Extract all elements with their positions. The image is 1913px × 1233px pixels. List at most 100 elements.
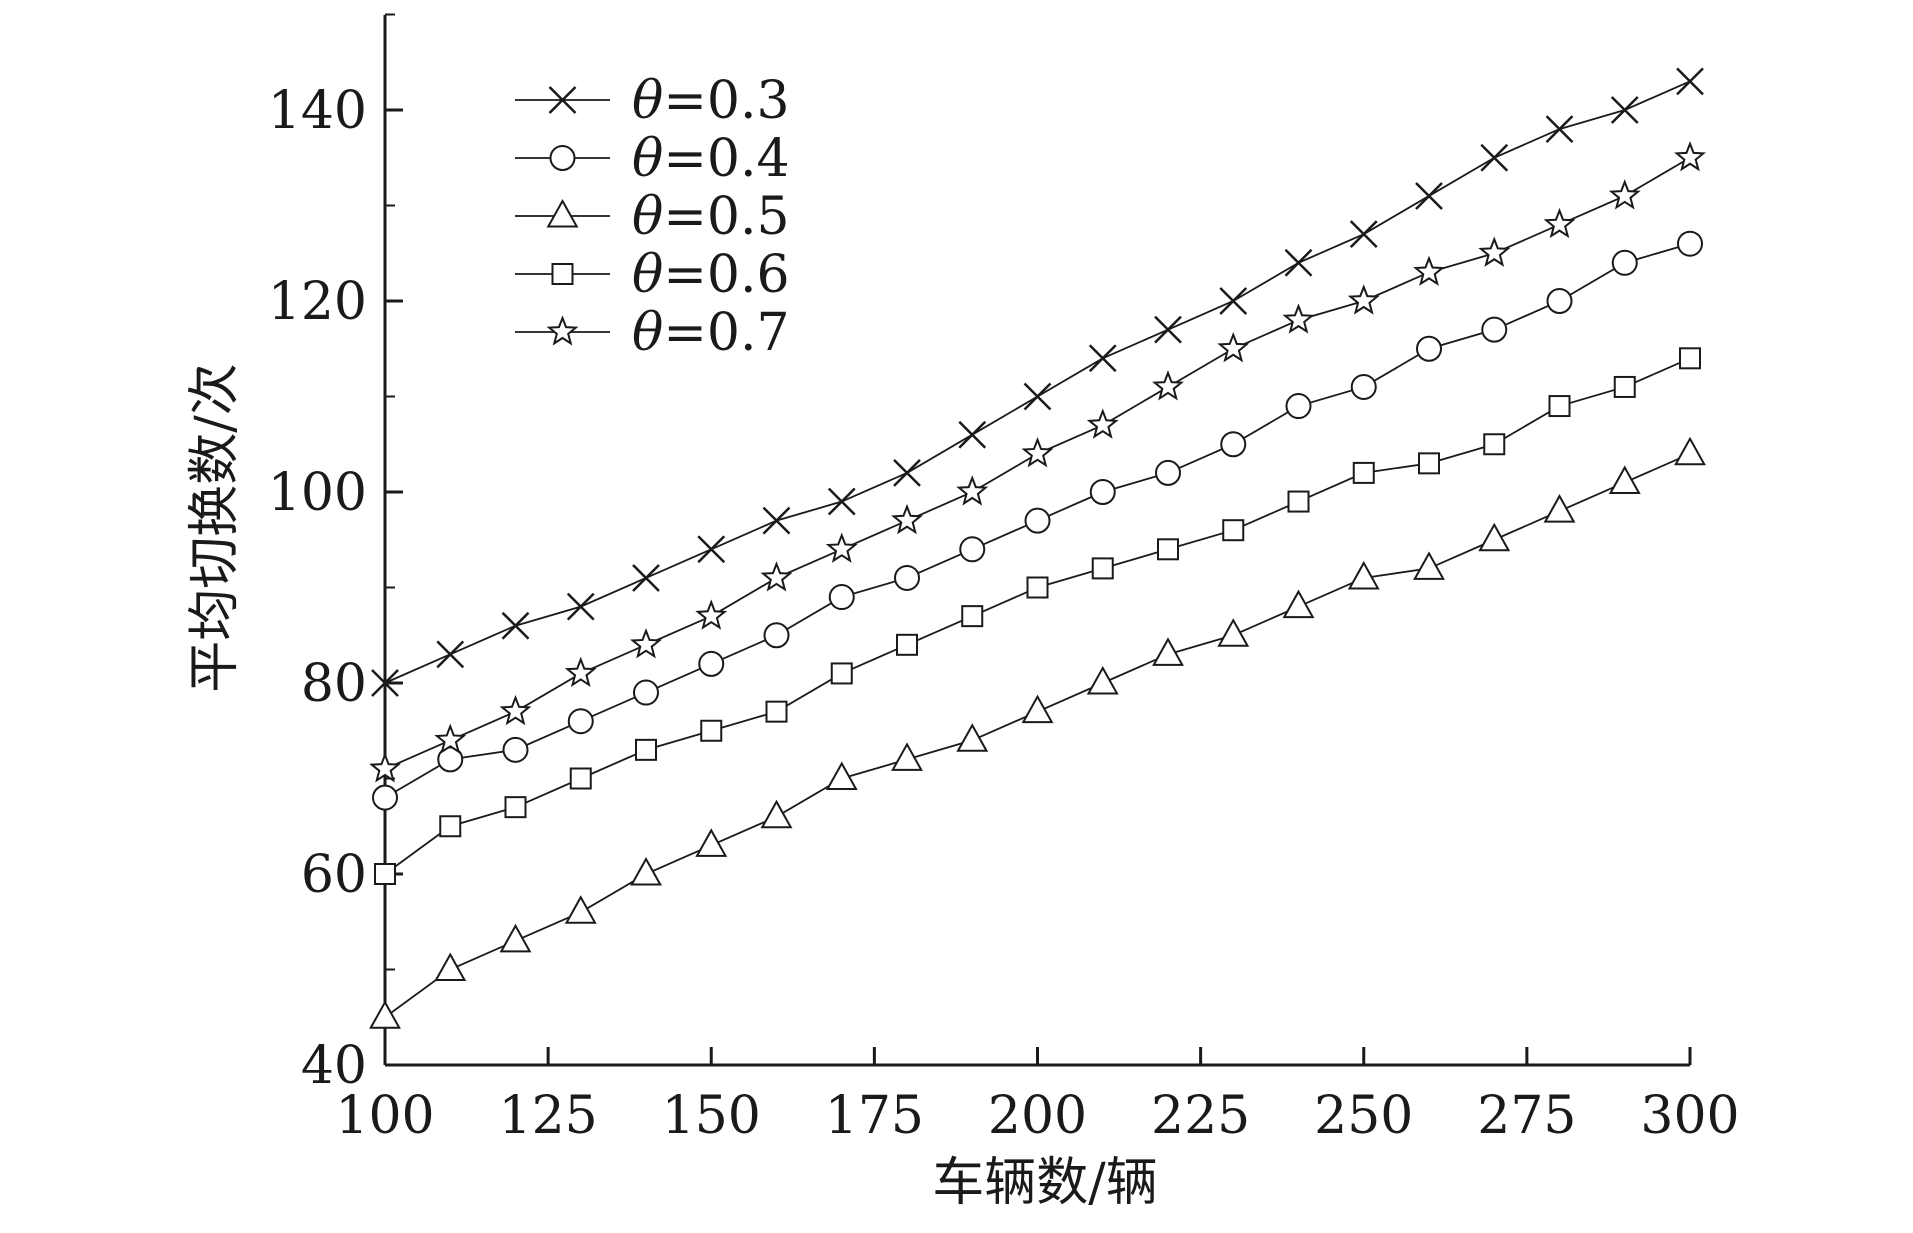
data-point [1086, 665, 1119, 695]
legend-label: θ=0.3 [632, 71, 790, 131]
data-point [830, 662, 853, 685]
legend-label-value: =0.4 [663, 129, 789, 189]
data-point [1416, 335, 1442, 362]
data-point [760, 561, 793, 592]
data-point [1220, 431, 1247, 458]
y-tick-label: 140 [268, 81, 367, 141]
data-point [695, 599, 728, 630]
data-point [891, 742, 923, 771]
data-point [567, 708, 594, 735]
data-point [1347, 560, 1380, 590]
legend-label-variable: θ [632, 187, 663, 247]
legend-label-value: =0.5 [663, 187, 789, 247]
data-point [1543, 207, 1576, 239]
data-point [369, 1000, 401, 1029]
legend-label-value: =0.3 [663, 71, 789, 131]
data-point [1026, 576, 1049, 599]
legend-label: θ=0.4 [632, 129, 790, 189]
data-point [1418, 452, 1440, 475]
data-point [1152, 370, 1184, 401]
data-point [891, 503, 923, 535]
x-tick-label: 125 [498, 1086, 597, 1146]
y-tick-label: 60 [301, 845, 367, 905]
x-tick-label: 200 [988, 1086, 1087, 1146]
data-point [632, 564, 660, 592]
data-point [1676, 67, 1704, 96]
data-point [1613, 375, 1636, 398]
data-point [1217, 331, 1250, 363]
data-point [1608, 179, 1641, 210]
data-point [1478, 236, 1511, 267]
data-point [1415, 182, 1443, 210]
data-point [1483, 433, 1506, 456]
data-point [439, 815, 462, 838]
data-point [765, 700, 788, 723]
legend-label-variable: θ [632, 303, 663, 363]
data-point [763, 622, 790, 649]
data-point [827, 487, 856, 516]
data-point [1413, 551, 1445, 580]
data-point [825, 532, 858, 563]
legend-label-value: =0.6 [663, 245, 789, 305]
y-tick-label: 120 [268, 272, 367, 332]
data-point [1608, 465, 1641, 494]
data-point [1610, 96, 1639, 124]
data-point [434, 952, 467, 981]
data-point [697, 535, 726, 564]
data-point [1282, 589, 1315, 619]
data-point [436, 640, 465, 669]
legend-label: θ=0.5 [632, 187, 790, 247]
data-point [1217, 618, 1250, 647]
legend-label-value: =0.7 [663, 303, 789, 363]
data-point [698, 650, 725, 677]
data-point [1284, 248, 1313, 277]
legend-item: θ=0.4 [515, 129, 790, 189]
data-point [1478, 522, 1511, 552]
data-point [502, 736, 529, 763]
data-point [825, 761, 858, 790]
legend-label-variable: θ [632, 245, 663, 305]
x-tick-label: 300 [1640, 1086, 1739, 1146]
data-point [956, 723, 989, 752]
data-point [1157, 538, 1179, 561]
data-point [635, 738, 657, 761]
data-point [762, 506, 791, 535]
data-point [1222, 519, 1245, 542]
data-point [760, 799, 793, 829]
data-point [1086, 408, 1119, 439]
data-point [1285, 393, 1312, 420]
data-point [1548, 395, 1571, 418]
data-point [371, 669, 399, 697]
data-point [1347, 284, 1380, 315]
y-tick-label: 40 [301, 1036, 367, 1096]
data-point [372, 784, 398, 811]
data-point [1674, 436, 1706, 466]
data-point [1679, 347, 1701, 370]
series-x [371, 67, 1704, 697]
series-layer [369, 67, 1706, 1029]
data-point [1545, 115, 1574, 143]
data-point [1219, 287, 1248, 315]
x-tick-label: 100 [335, 1086, 434, 1146]
legend-item: θ=0.6 [515, 245, 790, 305]
legend-marker [551, 263, 574, 285]
x-axis-title: 车辆数/辆 [932, 1153, 1158, 1213]
legend-marker [548, 86, 577, 114]
x-tick-label: 250 [1314, 1086, 1413, 1146]
data-point [695, 828, 728, 857]
data-point [1091, 557, 1114, 580]
data-point [1154, 315, 1182, 344]
data-point [564, 656, 597, 688]
legend-label-variable: θ [632, 129, 663, 189]
data-point [1480, 143, 1509, 172]
data-point [959, 536, 986, 563]
data-point [499, 923, 532, 953]
x-tick-label: 150 [662, 1086, 761, 1146]
data-point [700, 719, 723, 742]
legend-marker [549, 145, 576, 171]
data-point [1481, 316, 1508, 343]
data-point [1546, 288, 1573, 314]
axes: 40 60 80 100 120 140 100 125 150 175 200 225 250 275 3… [268, 13, 1740, 1146]
data-point [501, 611, 530, 640]
